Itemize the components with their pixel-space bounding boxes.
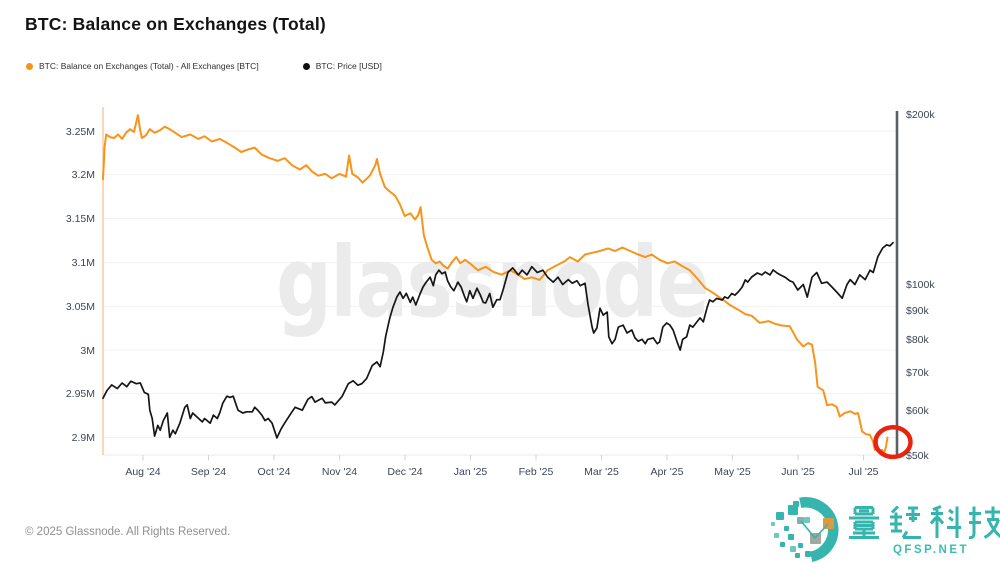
logo-mosaic-square <box>771 522 775 526</box>
glassnode-watermark: glassnode <box>276 226 708 339</box>
price-series-dot-icon <box>302 62 310 70</box>
left-axis-tick-label: 2.9M <box>71 432 95 444</box>
logo-cjk-wordmark <box>849 505 1000 540</box>
annotation-layer <box>873 425 913 460</box>
legend-label-balance: BTC: Balance on Exchanges (Total) - All … <box>39 61 259 71</box>
balance-series-dot-icon <box>26 62 33 70</box>
series-lines[interactable] <box>102 114 894 454</box>
right-axis-tick-label: $70k <box>906 367 929 379</box>
logo-mosaic-square <box>793 501 799 507</box>
left-axis-tick-label: 3.15M <box>65 213 95 225</box>
left-axis-tick-label: 3M <box>80 345 95 357</box>
price-series-line[interactable] <box>102 241 894 439</box>
logo-mosaic-square <box>788 505 798 515</box>
logo-mosaic-square <box>774 533 779 538</box>
logo-mosaic-square <box>790 546 796 552</box>
logo-mosaic-square <box>776 512 784 520</box>
right-axis-tick-label: $50k <box>906 450 929 462</box>
left-axis-tick-label: 3.25M <box>65 126 95 138</box>
x-axis-tick-label: Mar '25 <box>584 466 619 478</box>
copyright-footer: © 2025 Glassnode. All Rights Reserved. <box>25 526 231 538</box>
x-axis-tick-label: Aug '24 <box>125 466 161 478</box>
x-axis-tick-label: May '25 <box>714 466 751 478</box>
logo-mosaic-square <box>805 551 811 557</box>
balance-series-line[interactable] <box>102 114 889 454</box>
right-axis-tick-label: $200k <box>906 109 935 121</box>
legend-item-balance[interactable]: BTC: Balance on Exchanges (Total) - All … <box>26 61 259 71</box>
x-axis-tick-label: Jul '25 <box>848 466 879 478</box>
left-axis-tick-label: 3.2M <box>71 169 95 181</box>
logo-mosaic-square <box>788 534 794 540</box>
page-title: BTC: Balance on Exchanges (Total) <box>25 14 326 34</box>
logo-mosaic-square <box>780 542 785 547</box>
x-axis-tick-label: Feb '25 <box>518 466 554 478</box>
logo-mosaic-square <box>795 553 800 558</box>
right-axis-tick-label: $80k <box>906 334 929 346</box>
right-axis-tick-label: $100k <box>906 279 935 291</box>
logo-mosaic-square <box>784 526 789 531</box>
legend-label-price: BTC: Price [USD] <box>315 61 382 71</box>
x-axis-tick-label: Oct '24 <box>257 466 291 478</box>
x-axis-tick-label: Jan '25 <box>453 466 488 478</box>
logo-mosaic-square <box>798 543 803 548</box>
right-axis-tick-label: $90k <box>906 305 929 317</box>
right-axis-tick-label: $60k <box>906 405 929 417</box>
legend-item-price[interactable]: BTC: Price [USD] <box>302 61 382 71</box>
x-axis-tick-label: Nov '24 <box>321 466 358 478</box>
gridlines <box>103 130 897 456</box>
left-axis-tick-label: 3.1M <box>71 257 95 269</box>
x-axis-tick-label: Sep '24 <box>190 466 227 478</box>
logo-subtext: QFSP.NET <box>893 544 969 556</box>
x-axis-tick-label: Jun '25 <box>781 466 815 478</box>
annotation-circle <box>873 425 913 460</box>
left-axis-tick-label: 2.95M <box>65 388 95 400</box>
x-axis-tick-label: Dec '24 <box>387 466 423 478</box>
legend: BTC: Balance on Exchanges (Total) - All … <box>26 61 382 71</box>
logo-mark-icon <box>771 497 839 562</box>
x-axis-tick-label: Apr '25 <box>650 466 684 478</box>
qfsp-logo: QFSP.NET <box>771 497 1000 562</box>
left-axis-tick-label: 3.05M <box>65 301 95 313</box>
logo-mosaic-square <box>804 517 810 523</box>
